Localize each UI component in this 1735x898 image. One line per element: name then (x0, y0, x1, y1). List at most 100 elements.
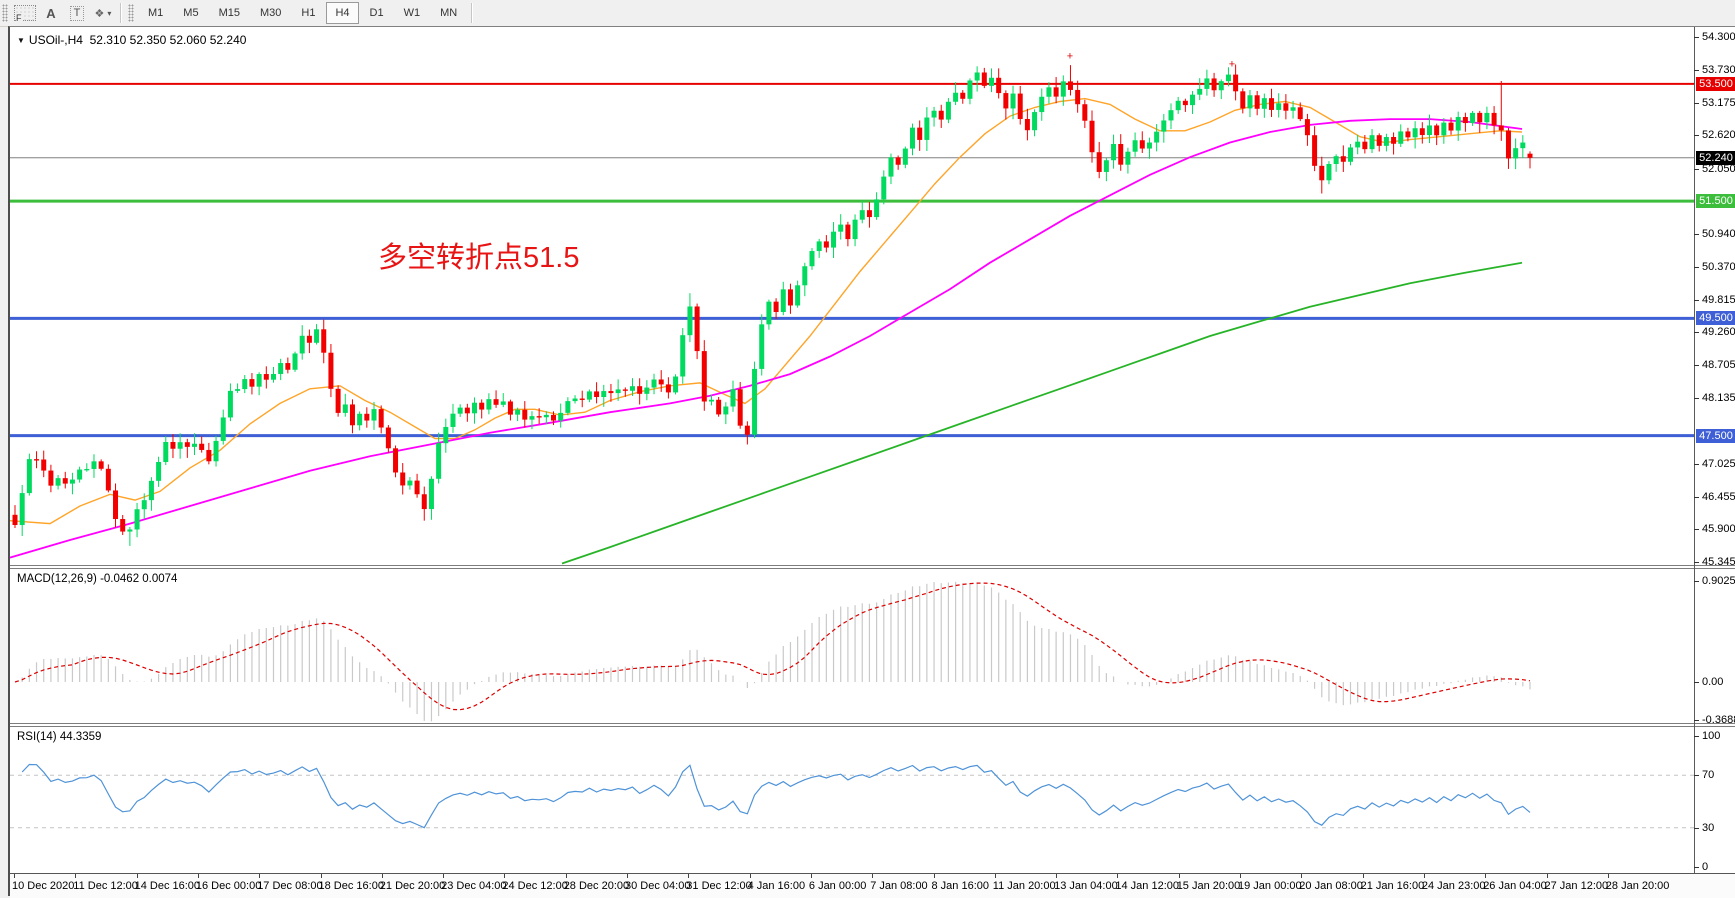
date-axis-label: 15 Jan 20:00 (1176, 880, 1241, 892)
axis-tick-mark (1694, 135, 1699, 136)
candle-body (1024, 118, 1030, 131)
price-axis-label: 49.260 (1702, 326, 1735, 339)
candle-body (737, 389, 743, 426)
candle-body (838, 224, 844, 232)
axis-tick-mark (1694, 720, 1699, 721)
candle-body (1017, 93, 1023, 119)
chart-title: ▼ USOil-,H4 52.310 52.350 52.060 52.240 (17, 33, 246, 47)
price-axis-label: 46.455 (1702, 490, 1735, 503)
candle-body (249, 379, 255, 387)
candle-body (565, 401, 571, 413)
candle-body (1261, 98, 1267, 109)
candle-body (974, 72, 980, 81)
timeframe-button-h1[interactable]: H1 (301, 7, 316, 19)
candle-body (1405, 131, 1411, 138)
toolbar-grip[interactable] (2, 4, 8, 22)
candle-body (917, 127, 923, 140)
timeframe-toolbar-grip[interactable] (128, 4, 134, 22)
price-axis-label: 54.300 (1702, 31, 1735, 43)
date-axis-label: 20 Jan 08:00 (1299, 880, 1363, 892)
timeframe-button-mn[interactable]: MN (440, 7, 458, 19)
timeframe-button-d1[interactable]: D1 (369, 7, 384, 19)
date-tick-mark (381, 874, 383, 878)
axis-tick-mark (1694, 562, 1699, 563)
axis-tick-mark (1694, 300, 1699, 301)
candle-body (1419, 128, 1425, 136)
candle-body (270, 374, 276, 380)
pane-separator[interactable] (10, 723, 1735, 727)
f-grid-tool-button[interactable]: F (12, 2, 38, 24)
text-box-icon: T (69, 5, 85, 21)
date-tick-mark (443, 874, 445, 878)
timeframe-button-w1[interactable]: W1 (403, 7, 421, 19)
candle-body (981, 72, 987, 86)
chart-annotation-text[interactable]: 多空转折点51.5 (378, 242, 580, 274)
date-axis-label: 18 Dec 16:00 (318, 880, 384, 892)
candle-body (1383, 136, 1389, 146)
arrow-objects-tool-button[interactable]: ❖ ▾ (90, 2, 116, 24)
candle-body (263, 374, 269, 380)
candle-body (780, 289, 786, 312)
candle-body (809, 251, 815, 267)
date-axis-label: 21 Jan 16:00 (1360, 880, 1425, 892)
candle-body (1391, 136, 1397, 144)
rsi-indicator-pane[interactable]: RSI(14) 44.3359 (10, 727, 1694, 873)
timeframe-button-m1[interactable]: M1 (148, 7, 164, 19)
rsi-axis-label: 30 (1702, 822, 1715, 834)
price-axis-border (1694, 27, 1695, 873)
candle-body (156, 461, 162, 481)
axis-tick-mark (1694, 398, 1699, 399)
candle-body (1355, 141, 1361, 148)
candle-body (953, 92, 959, 102)
axis-tick-mark (1694, 332, 1699, 333)
date-tick-mark (1362, 874, 1364, 878)
candle-body (278, 363, 284, 375)
date-tick-mark (259, 874, 261, 878)
candle-body (1484, 112, 1490, 123)
candle-body (213, 440, 219, 462)
candle-body (192, 443, 198, 447)
timeframe-button-m5[interactable]: M5 (183, 7, 199, 19)
text-box-tool-button[interactable]: T (64, 2, 90, 24)
date-axis-label: 11 Jan 20:00 (992, 880, 1056, 892)
axis-tick-mark (1694, 497, 1699, 498)
candle-body (558, 412, 564, 421)
chart-window: + + ▼ USOil-,H4 52.310 52.350 52.060 52.24… (8, 26, 1735, 898)
candle-body (1319, 165, 1325, 181)
timeframe-button-h4[interactable]: H4 (326, 2, 359, 24)
candle-body (945, 101, 951, 120)
date-tick-mark (1485, 874, 1487, 878)
candle-body (852, 219, 858, 240)
chevron-down-icon: ▾ (107, 8, 112, 18)
axis-tick-mark (1694, 775, 1699, 776)
candle-body (34, 459, 40, 461)
pane-separator[interactable] (10, 565, 1735, 569)
timeframe-button-m15[interactable]: M15 (218, 7, 240, 19)
main-chart-pane[interactable]: + + ▼ USOil-,H4 52.310 52.350 52.060 52.24… (10, 27, 1694, 565)
candle-body (1190, 94, 1196, 106)
candle-body (1283, 103, 1289, 111)
candle-body (795, 285, 801, 306)
candle-body (895, 157, 901, 165)
macd-signal-line (14, 582, 1531, 711)
symbol-dropdown-icon[interactable]: ▼ (17, 36, 25, 45)
candle-body (48, 470, 54, 486)
candle-body (1362, 141, 1368, 150)
candle-body (752, 368, 758, 435)
candle-body (206, 449, 212, 462)
candle-body (1254, 95, 1260, 109)
date-axis[interactable]: 10 Dec 2020 11 Dec 12:00 14 Dec 16:00 16 De… (10, 873, 1735, 898)
macd-indicator-pane[interactable]: MACD(12,26,9) -0.0462 0.0074 (10, 569, 1694, 723)
candle-body (1527, 153, 1533, 158)
candle-body (902, 148, 908, 165)
text-label-tool-button[interactable]: A (38, 2, 64, 24)
axis-tick-mark (1694, 103, 1699, 104)
price-axis-label: 49.815 (1702, 293, 1735, 306)
candle-body (766, 301, 772, 325)
timeframe-button-m30[interactable]: M30 (259, 7, 282, 19)
candle-body (881, 176, 887, 200)
candle-body (1118, 143, 1124, 165)
candle-body (12, 514, 18, 525)
date-tick-mark (565, 874, 567, 878)
candle-body (608, 391, 614, 394)
